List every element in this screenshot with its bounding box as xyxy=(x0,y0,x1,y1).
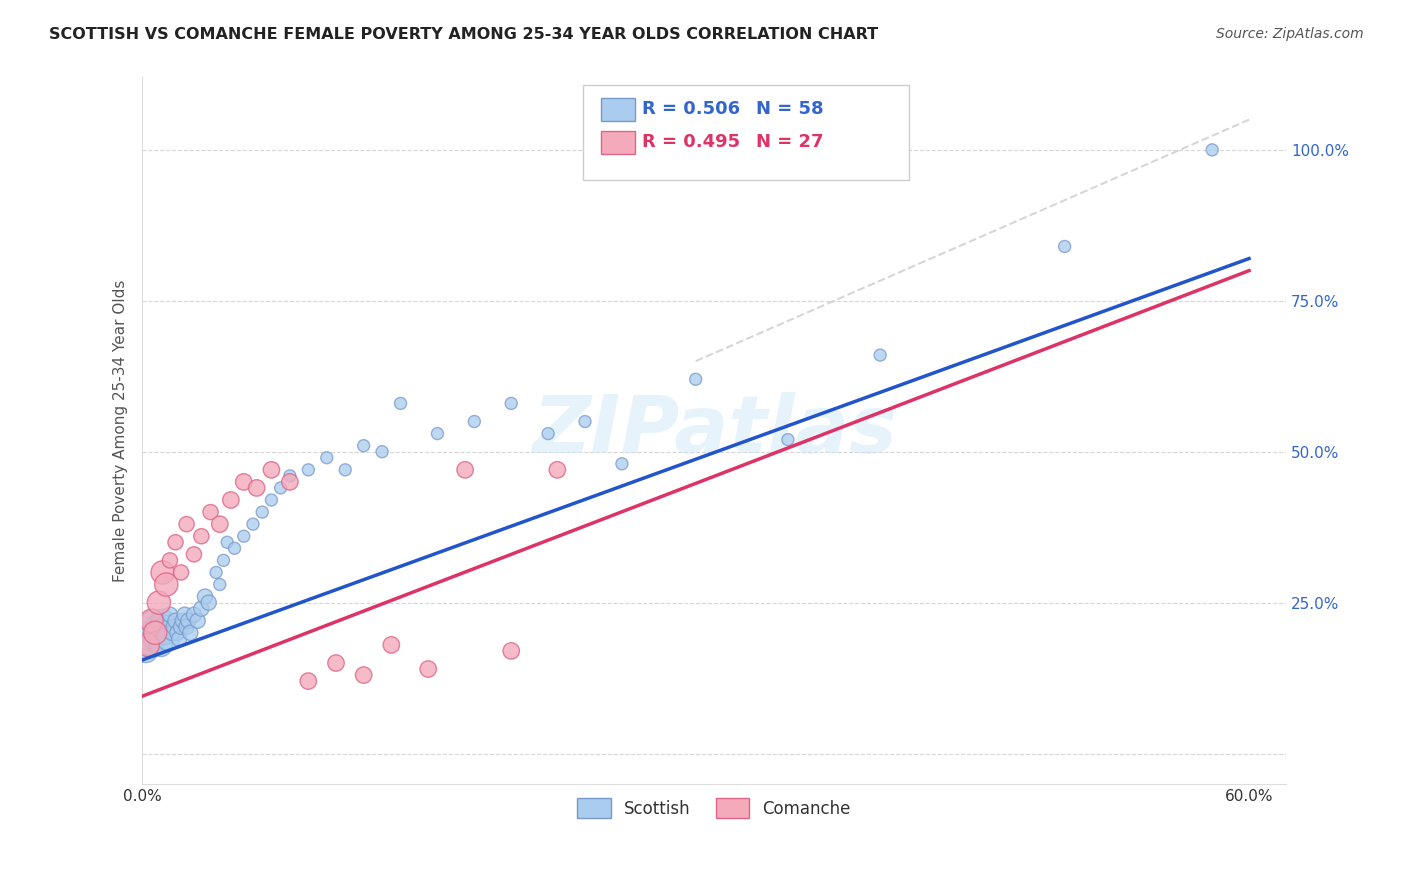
Point xyxy=(242,517,264,532)
Point xyxy=(219,493,242,508)
Point xyxy=(217,535,239,549)
Point xyxy=(187,614,209,628)
Point xyxy=(380,638,402,652)
Point xyxy=(335,463,357,477)
FancyBboxPatch shape xyxy=(600,98,636,120)
Text: Source: ZipAtlas.com: Source: ZipAtlas.com xyxy=(1216,27,1364,41)
Point xyxy=(190,601,212,615)
Point xyxy=(173,607,195,622)
Text: R = 0.495: R = 0.495 xyxy=(643,134,740,152)
Point xyxy=(501,644,523,658)
Point xyxy=(155,577,177,591)
Point xyxy=(167,632,190,646)
Point xyxy=(200,505,222,519)
Point xyxy=(163,620,186,634)
Point xyxy=(426,426,449,441)
Point xyxy=(141,638,163,652)
Point xyxy=(1053,239,1076,253)
Point xyxy=(260,463,283,477)
Point xyxy=(270,481,292,495)
Point xyxy=(610,457,633,471)
FancyBboxPatch shape xyxy=(582,85,908,180)
Point xyxy=(179,625,201,640)
Point xyxy=(685,372,707,386)
Point xyxy=(177,614,200,628)
Point xyxy=(208,577,231,591)
Point xyxy=(389,396,412,410)
Y-axis label: Female Poverty Among 25-34 Year Olds: Female Poverty Among 25-34 Year Olds xyxy=(114,279,128,582)
Point xyxy=(148,596,170,610)
Point xyxy=(208,517,231,532)
Text: R = 0.506: R = 0.506 xyxy=(643,100,740,119)
Point xyxy=(165,535,187,549)
Text: ZIPatlas: ZIPatlas xyxy=(531,392,897,469)
Point xyxy=(297,463,319,477)
Point xyxy=(165,614,187,628)
Point xyxy=(141,614,163,628)
Point xyxy=(143,625,166,640)
Point xyxy=(157,632,180,646)
Point xyxy=(135,644,157,658)
Point xyxy=(537,426,560,441)
Point xyxy=(463,415,485,429)
Point xyxy=(152,566,174,580)
Text: N = 27: N = 27 xyxy=(756,134,824,152)
Point xyxy=(160,625,183,640)
Point xyxy=(418,662,440,676)
Point xyxy=(250,505,273,519)
Point xyxy=(315,450,337,465)
Point xyxy=(159,553,181,567)
Point xyxy=(170,620,193,634)
Point xyxy=(232,529,254,543)
Text: SCOTTISH VS COMANCHE FEMALE POVERTY AMONG 25-34 YEAR OLDS CORRELATION CHART: SCOTTISH VS COMANCHE FEMALE POVERTY AMON… xyxy=(49,27,879,42)
Point xyxy=(170,566,193,580)
Point xyxy=(776,433,799,447)
Point xyxy=(325,656,347,670)
Point xyxy=(501,396,523,410)
Point xyxy=(1201,143,1223,157)
Point xyxy=(224,541,246,556)
Point xyxy=(205,566,228,580)
Point xyxy=(142,614,165,628)
Point xyxy=(153,625,176,640)
Point xyxy=(143,632,166,646)
Point xyxy=(260,493,283,508)
Point xyxy=(546,463,568,477)
Point xyxy=(246,481,269,495)
Point xyxy=(176,517,198,532)
Text: N = 58: N = 58 xyxy=(756,100,824,119)
Point xyxy=(166,625,188,640)
Point xyxy=(454,463,477,477)
Point xyxy=(297,674,319,689)
Point xyxy=(136,632,159,646)
Point xyxy=(148,625,170,640)
Point xyxy=(172,614,194,628)
Point xyxy=(353,668,375,682)
Point xyxy=(278,475,301,489)
Point xyxy=(353,439,375,453)
Point xyxy=(190,529,212,543)
Point xyxy=(152,614,174,628)
Point xyxy=(212,553,235,567)
Point xyxy=(232,475,254,489)
Point xyxy=(146,620,169,634)
Point xyxy=(183,547,205,561)
Point xyxy=(138,625,160,640)
Point xyxy=(176,620,198,634)
Point xyxy=(155,620,177,634)
Point xyxy=(574,415,596,429)
Point xyxy=(869,348,891,362)
Point xyxy=(159,607,181,622)
FancyBboxPatch shape xyxy=(600,131,636,153)
Point xyxy=(183,607,205,622)
Point xyxy=(278,468,301,483)
Point xyxy=(149,638,172,652)
Point xyxy=(371,444,394,458)
Point xyxy=(197,596,219,610)
Point xyxy=(136,638,159,652)
Legend: Scottish, Comanche: Scottish, Comanche xyxy=(571,791,858,825)
Point xyxy=(194,590,217,604)
